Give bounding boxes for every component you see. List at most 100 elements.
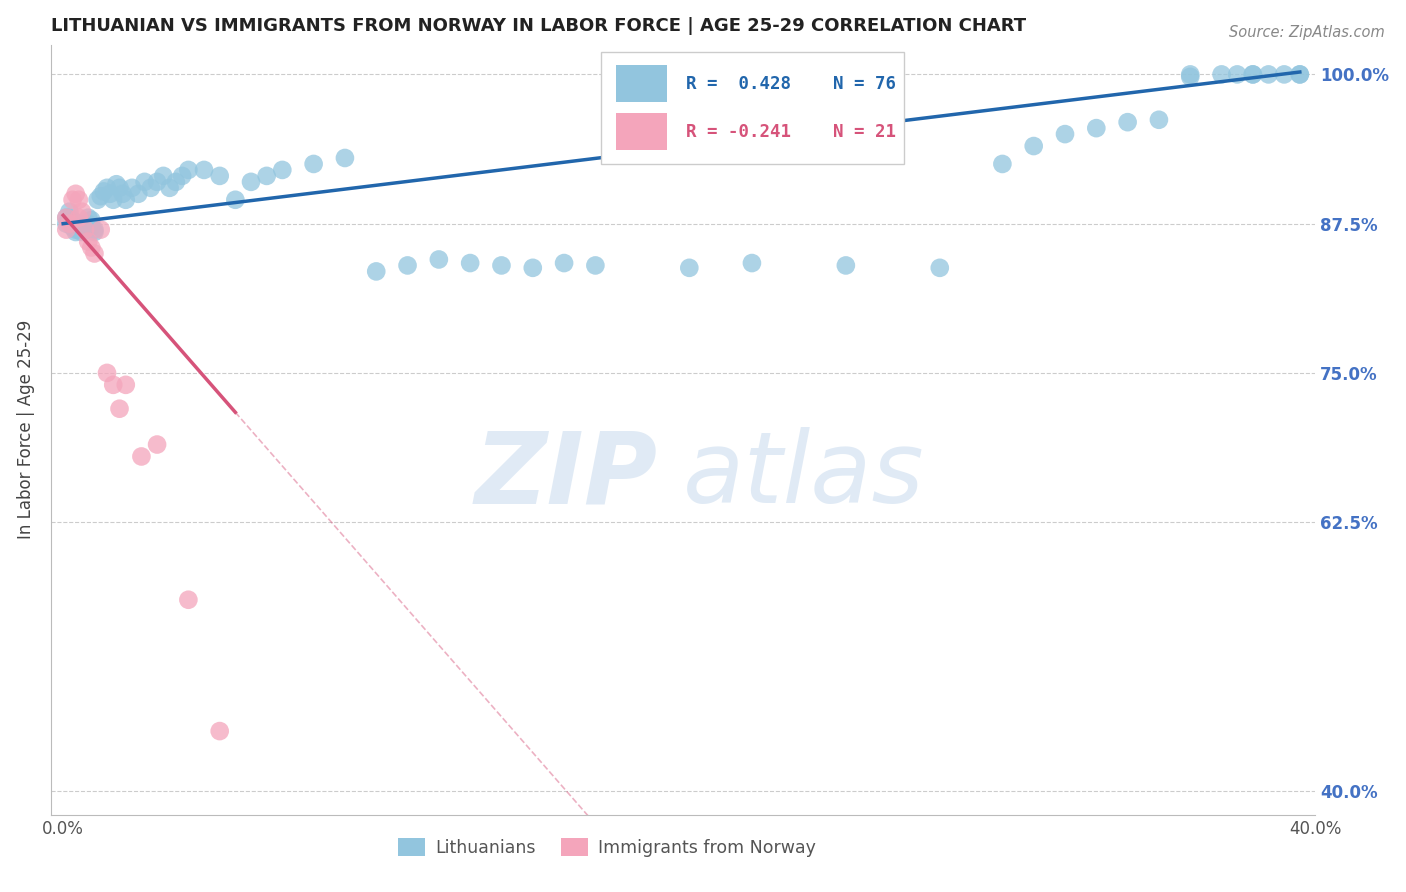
- Point: [103, 377, 125, 392]
- Point: [86, 193, 108, 207]
- Point: [108, 181, 131, 195]
- Point: [58, 204, 80, 219]
- Point: [77, 217, 100, 231]
- Point: [146, 175, 169, 189]
- Point: [83, 246, 105, 260]
- Point: [65, 186, 87, 201]
- Point: [55, 222, 77, 236]
- Point: [678, 260, 700, 275]
- Point: [1147, 112, 1170, 127]
- Text: atlas: atlas: [683, 427, 925, 524]
- Point: [177, 592, 200, 607]
- Point: [70, 225, 93, 239]
- Point: [80, 220, 103, 235]
- Point: [75, 217, 97, 231]
- Point: [58, 211, 80, 225]
- Text: ZIP: ZIP: [475, 427, 658, 524]
- Bar: [616, 113, 666, 150]
- Point: [111, 186, 134, 201]
- Point: [1180, 67, 1202, 81]
- Point: [55, 211, 77, 225]
- Point: [1211, 67, 1233, 81]
- Point: [1022, 139, 1045, 153]
- Point: [553, 256, 575, 270]
- Point: [139, 181, 162, 195]
- Point: [522, 260, 544, 275]
- Text: Source: ZipAtlas.com: Source: ZipAtlas.com: [1229, 25, 1385, 40]
- Point: [98, 186, 121, 201]
- Point: [70, 204, 93, 219]
- Point: [134, 175, 156, 189]
- Point: [177, 162, 200, 177]
- Point: [1257, 67, 1279, 81]
- Point: [62, 220, 84, 235]
- Point: [131, 450, 153, 464]
- Point: [152, 169, 174, 183]
- Text: LITHUANIAN VS IMMIGRANTS FROM NORWAY IN LABOR FORCE | AGE 25-29 CORRELATION CHAR: LITHUANIAN VS IMMIGRANTS FROM NORWAY IN …: [51, 17, 1026, 35]
- Point: [80, 213, 103, 227]
- Point: [991, 157, 1014, 171]
- Point: [208, 169, 231, 183]
- Point: [103, 193, 125, 207]
- Y-axis label: In Labor Force | Age 25-29: In Labor Force | Age 25-29: [17, 320, 35, 540]
- Point: [835, 259, 858, 273]
- Point: [224, 193, 246, 207]
- Point: [67, 222, 90, 236]
- Point: [1085, 121, 1108, 136]
- Point: [55, 217, 77, 231]
- Point: [159, 181, 181, 195]
- Point: [193, 162, 215, 177]
- Point: [366, 264, 388, 278]
- Point: [58, 217, 80, 231]
- Point: [105, 178, 128, 192]
- Point: [165, 175, 187, 189]
- Point: [127, 186, 149, 201]
- Point: [62, 193, 84, 207]
- Point: [96, 366, 118, 380]
- Bar: [600, 53, 904, 164]
- Text: R =  0.428    N = 76: R = 0.428 N = 76: [686, 75, 896, 93]
- Point: [1180, 70, 1202, 84]
- Point: [1288, 67, 1310, 81]
- Point: [55, 211, 77, 225]
- Point: [80, 240, 103, 254]
- Point: [1241, 67, 1264, 81]
- Point: [146, 437, 169, 451]
- Point: [1288, 67, 1310, 81]
- Point: [70, 220, 93, 235]
- Point: [75, 222, 97, 236]
- Point: [90, 222, 112, 236]
- Point: [62, 213, 84, 227]
- Point: [67, 193, 90, 207]
- Point: [67, 211, 90, 225]
- Point: [114, 193, 136, 207]
- Point: [75, 222, 97, 236]
- Point: [65, 225, 87, 239]
- Point: [256, 169, 278, 183]
- Point: [77, 235, 100, 249]
- Point: [77, 211, 100, 225]
- Point: [67, 217, 90, 231]
- Point: [208, 724, 231, 739]
- Point: [65, 222, 87, 236]
- Point: [1116, 115, 1139, 129]
- Point: [396, 259, 419, 273]
- Point: [83, 222, 105, 236]
- Point: [741, 256, 763, 270]
- Point: [1053, 127, 1076, 141]
- Point: [928, 260, 950, 275]
- Point: [121, 181, 143, 195]
- Point: [271, 162, 294, 177]
- Point: [108, 401, 131, 416]
- Point: [172, 169, 194, 183]
- Point: [93, 185, 115, 199]
- Point: [1272, 67, 1295, 81]
- Bar: [616, 65, 666, 103]
- Point: [333, 151, 356, 165]
- Point: [458, 256, 481, 270]
- Point: [90, 189, 112, 203]
- Point: [240, 175, 263, 189]
- Point: [583, 259, 606, 273]
- Point: [114, 377, 136, 392]
- Point: [491, 259, 513, 273]
